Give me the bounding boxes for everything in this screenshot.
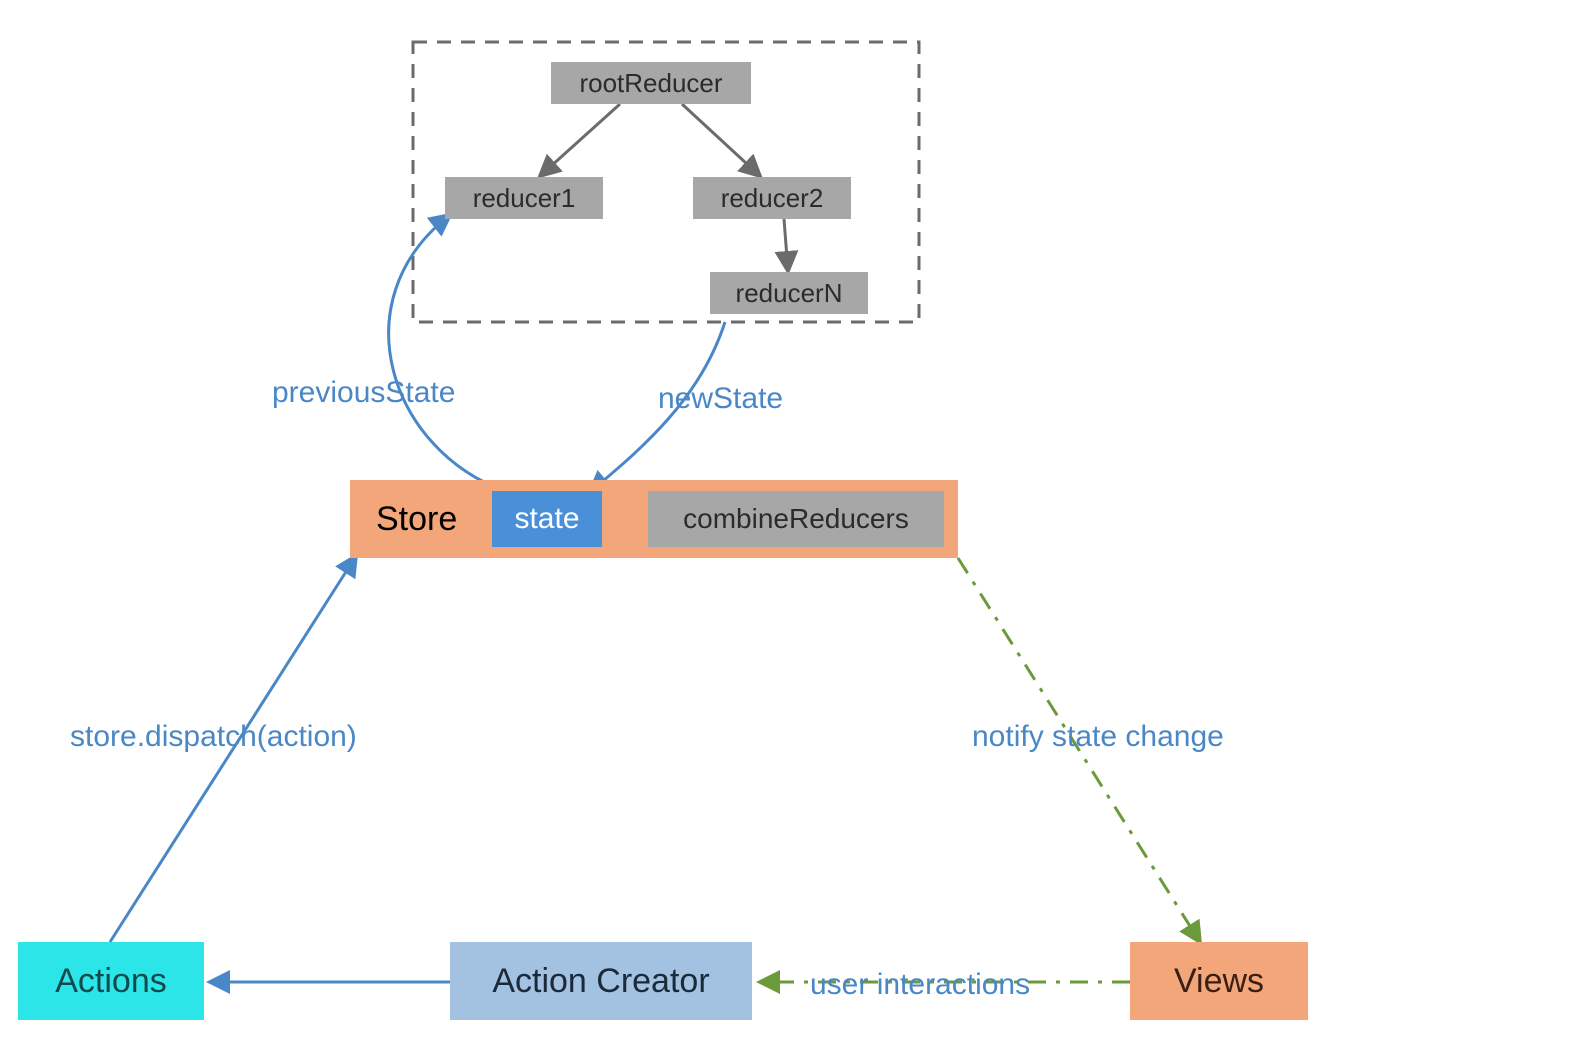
reducer2-node: reducer2 <box>693 177 851 219</box>
previous-state-label: previousState <box>272 376 455 410</box>
reducer1-node: reducer1 <box>445 177 603 219</box>
root-reducer-node: rootReducer <box>551 62 751 104</box>
edge-state-to-reducers <box>389 215 505 491</box>
dispatch-label: store.dispatch(action) <box>70 720 357 754</box>
actions-node: Actions <box>18 942 204 1020</box>
store-label: Store <box>376 500 457 539</box>
action-creator-node: Action Creator <box>450 942 752 1020</box>
new-state-label: newState <box>658 382 783 416</box>
edge-r2-to-rN <box>784 219 788 271</box>
actions-label: Actions <box>55 962 167 1001</box>
action-creator-label: Action Creator <box>492 962 709 1001</box>
edge-root-to-r2 <box>682 104 760 176</box>
reducerN-label: reducerN <box>736 278 843 309</box>
combine-reducers-node: combineReducers <box>648 491 944 547</box>
reducerN-node: reducerN <box>710 272 868 314</box>
views-label: Views <box>1174 962 1264 1001</box>
combine-reducers-label: combineReducers <box>683 503 909 535</box>
notify-label: notify state change <box>972 720 1224 754</box>
reducer2-label: reducer2 <box>721 183 824 214</box>
views-node: Views <box>1130 942 1308 1020</box>
user-interactions-label: user interactions <box>810 968 1030 1002</box>
state-label: state <box>514 502 579 536</box>
reducer1-label: reducer1 <box>473 183 576 214</box>
state-node: state <box>492 491 602 547</box>
edge-root-to-r1 <box>540 104 620 176</box>
diagram-canvas: rootReducer reducer1 reducer2 reducerN S… <box>0 0 1592 1052</box>
root-reducer-label: rootReducer <box>579 68 722 99</box>
